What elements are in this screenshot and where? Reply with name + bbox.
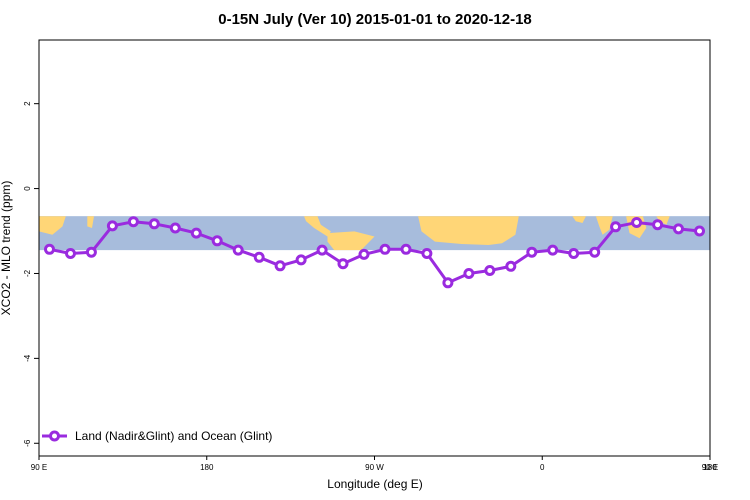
y-tick-label: -2 xyxy=(23,269,32,277)
x-tick-label: 180 xyxy=(703,463,717,472)
data-point xyxy=(316,244,328,256)
data-point xyxy=(526,246,538,258)
data-point xyxy=(274,260,286,272)
land-philippines xyxy=(87,216,94,228)
land-south-america-north xyxy=(327,231,375,251)
data-point xyxy=(631,217,643,228)
data-point xyxy=(65,248,76,259)
x-tick-label: 90 E xyxy=(702,463,718,472)
series-group xyxy=(44,216,705,289)
data-point xyxy=(379,243,391,255)
data-point xyxy=(400,243,412,255)
y-tick-label: -4 xyxy=(23,354,32,362)
data-point xyxy=(127,216,139,228)
data-point xyxy=(253,251,265,263)
chart-title: 0-15N July (Ver 10) 2015-01-01 to 2020-1… xyxy=(218,11,532,28)
data-point xyxy=(295,254,307,266)
data-point xyxy=(694,225,705,237)
data-point xyxy=(232,244,244,256)
y-tick-label: -6 xyxy=(23,439,32,447)
legend-marker xyxy=(49,430,60,442)
land-asia-east xyxy=(656,216,670,225)
data-point xyxy=(652,219,664,231)
y-tick-label: 2 xyxy=(23,101,32,106)
data-point xyxy=(463,268,475,279)
data-point xyxy=(484,265,496,276)
data-point xyxy=(673,223,684,235)
data-point xyxy=(44,243,55,255)
data-point xyxy=(421,248,433,259)
y-axis: 2 0 -2 -4 -6 xyxy=(23,101,39,447)
data-point xyxy=(337,258,349,270)
data-point xyxy=(568,248,580,259)
legend: Land (Nadir&Glint) and Ocean (Glint) xyxy=(42,429,272,443)
land-africa-horn xyxy=(572,216,586,223)
data-point xyxy=(442,277,454,289)
data-point xyxy=(190,227,202,239)
x-tick-label: 90 W xyxy=(365,463,384,472)
land-central-america xyxy=(304,216,331,237)
data-point xyxy=(169,222,181,234)
land-india xyxy=(595,216,613,235)
land-asia-west xyxy=(39,216,66,235)
data-point xyxy=(148,218,160,230)
data-point xyxy=(358,248,370,260)
x-axis-label: Longitude (deg E) xyxy=(327,477,422,491)
y-axis-label: XCO2 - MLO trend (ppm) xyxy=(0,181,13,316)
y-tick-label: 0 xyxy=(23,186,32,191)
land-africa xyxy=(418,216,519,245)
x-tick-label: 0 xyxy=(540,463,545,472)
x-tick-label: 180 xyxy=(200,463,214,472)
data-point xyxy=(610,221,622,233)
data-point xyxy=(106,220,118,232)
data-point xyxy=(505,260,517,272)
legend-label: Land (Nadir&Glint) and Ocean (Glint) xyxy=(75,429,272,443)
data-point xyxy=(211,235,223,247)
data-point xyxy=(85,246,97,258)
x-tick-label: 90 E xyxy=(31,463,47,472)
data-point xyxy=(547,244,559,256)
data-point xyxy=(589,246,601,258)
